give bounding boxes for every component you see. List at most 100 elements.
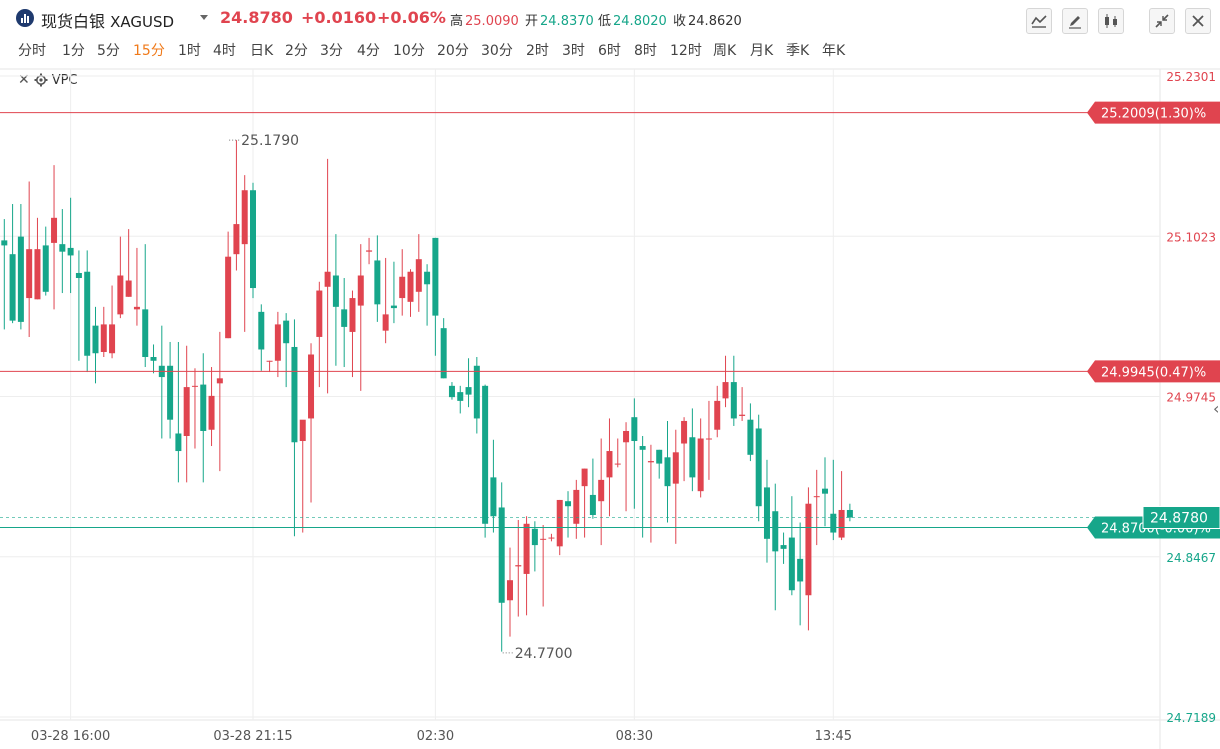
candle-body[interactable]: [42, 245, 49, 292]
candle-body[interactable]: [142, 309, 149, 358]
candle-body[interactable]: [473, 365, 480, 419]
candle-body[interactable]: [830, 513, 837, 533]
candle-body[interactable]: [623, 430, 630, 443]
candle-body[interactable]: [788, 537, 795, 591]
candle-body[interactable]: [357, 275, 364, 306]
candle-body[interactable]: [233, 224, 240, 255]
candle-body[interactable]: [291, 346, 298, 443]
candle-body[interactable]: [316, 290, 323, 337]
candle-body[interactable]: [647, 461, 654, 463]
candle-body[interactable]: [540, 538, 547, 540]
candle-body[interactable]: [838, 509, 845, 538]
candle-body[interactable]: [822, 488, 829, 494]
period-tab[interactable]: 季K: [786, 43, 810, 59]
period-tab[interactable]: 5分: [97, 43, 120, 59]
period-tab[interactable]: 1时: [178, 43, 201, 59]
period-tab[interactable]: 12时: [670, 43, 702, 59]
candle-body[interactable]: [332, 275, 339, 307]
candle-body[interactable]: [258, 311, 265, 350]
candle-body[interactable]: [59, 244, 66, 252]
candle-body[interactable]: [664, 457, 671, 487]
draw-button[interactable]: [1062, 8, 1088, 34]
period-tab[interactable]: 30分: [481, 43, 513, 59]
candle-body[interactable]: [846, 509, 853, 518]
candle-body[interactable]: [125, 280, 132, 297]
candle-body[interactable]: [250, 190, 256, 289]
candle-body[interactable]: [84, 271, 91, 356]
candle-body[interactable]: [805, 503, 812, 596]
candle-body[interactable]: [490, 477, 497, 517]
period-tab[interactable]: 10分: [393, 43, 425, 59]
close-indicator-icon[interactable]: ✕: [18, 72, 30, 88]
candle-body[interactable]: [415, 259, 422, 292]
candle-body[interactable]: [17, 236, 24, 322]
candle-body[interactable]: [797, 558, 804, 582]
candle-body[interactable]: [26, 249, 33, 299]
candle-body[interactable]: [722, 382, 729, 399]
candle-body[interactable]: [175, 433, 182, 452]
price-line-tag[interactable]: [1087, 101, 1220, 124]
candle-body[interactable]: [191, 385, 198, 387]
candle-body[interactable]: [747, 419, 754, 455]
candle-body[interactable]: [465, 387, 472, 395]
period-tab[interactable]: 6时: [598, 43, 621, 59]
period-tab[interactable]: 20分: [437, 43, 469, 59]
candle-body[interactable]: [9, 254, 16, 321]
period-tab[interactable]: 分时: [18, 43, 46, 59]
period-tab[interactable]: 2分: [285, 43, 308, 59]
candle-body[interactable]: [167, 365, 174, 420]
candle-body[interactable]: [374, 260, 381, 305]
period-tab[interactable]: 4分: [357, 43, 380, 59]
candle-body[interactable]: [100, 324, 107, 352]
candle-body[interactable]: [366, 250, 373, 252]
period-tab[interactable]: 1分: [62, 43, 85, 59]
candle-body[interactable]: [349, 298, 356, 332]
period-tab[interactable]: 月K: [750, 43, 774, 59]
candle-body[interactable]: [34, 249, 41, 300]
candle-body[interactable]: [730, 382, 737, 419]
candle-body[interactable]: [581, 468, 588, 487]
candle-body[interactable]: [606, 451, 613, 478]
candle-body[interactable]: [589, 494, 596, 515]
candle-body[interactable]: [274, 324, 281, 361]
candle-body[interactable]: [697, 438, 704, 492]
candle-body[interactable]: [432, 237, 439, 316]
candle-body[interactable]: [780, 545, 787, 549]
candle-body[interactable]: [523, 523, 530, 574]
candle-body[interactable]: [324, 271, 331, 287]
candle-body[interactable]: [299, 419, 306, 442]
candle-body[interactable]: [598, 479, 605, 502]
chevron-down-icon[interactable]: [200, 15, 208, 20]
period-tab[interactable]: 15分: [133, 43, 165, 59]
candle-body[interactable]: [506, 580, 513, 601]
candle-body[interactable]: [457, 392, 464, 401]
period-tab[interactable]: 2时: [526, 43, 549, 59]
candle-body[interactable]: [308, 354, 315, 419]
candle-body[interactable]: [216, 378, 223, 384]
candle-body[interactable]: [656, 449, 663, 464]
candle-body[interactable]: [208, 395, 215, 430]
candle-body[interactable]: [681, 420, 688, 444]
candle-body[interactable]: [109, 324, 116, 354]
close-button[interactable]: [1185, 8, 1211, 34]
candle-body[interactable]: [399, 276, 406, 299]
candle-body[interactable]: [225, 256, 232, 339]
candle-body[interactable]: [556, 499, 563, 547]
candle-body[interactable]: [714, 400, 721, 430]
candle-body[interactable]: [440, 328, 447, 379]
candle-body[interactable]: [407, 271, 414, 302]
candle-body[interactable]: [755, 428, 762, 507]
candle-body[interactable]: [565, 501, 572, 507]
candle-body[interactable]: [631, 417, 638, 442]
candle-body[interactable]: [51, 217, 58, 243]
candle-body[interactable]: [772, 511, 779, 552]
candle-body[interactable]: [705, 438, 712, 440]
candle-body[interactable]: [133, 306, 140, 310]
candle-body[interactable]: [266, 360, 273, 362]
period-tab[interactable]: 日K: [250, 43, 274, 59]
period-tab[interactable]: 8时: [634, 43, 657, 59]
candle-body[interactable]: [614, 463, 621, 465]
period-tab[interactable]: 4时: [213, 43, 236, 59]
period-tab[interactable]: 3分: [320, 43, 343, 59]
